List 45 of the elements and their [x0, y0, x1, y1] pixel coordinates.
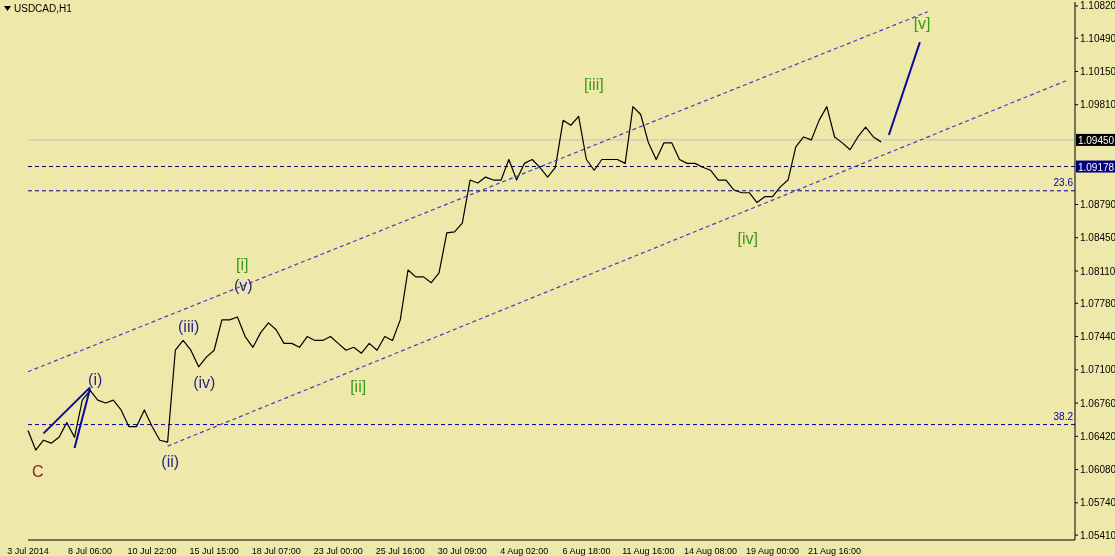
- y-tick-label: 1.07440: [1080, 331, 1115, 343]
- annotation: (ii): [161, 453, 180, 470]
- x-tick-label: 6 Aug 18:00: [562, 546, 611, 556]
- x-tick-label: 25 Jul 16:00: [375, 546, 425, 556]
- y-tick-label: 1.07100: [1080, 364, 1115, 376]
- y-tick-label: 1.07780: [1080, 297, 1115, 309]
- x-tick-label: 3 Jul 2014: [7, 546, 49, 556]
- x-tick-label: 30 Jul 09:00: [437, 546, 487, 556]
- y-tick-label: 1.10820: [1080, 0, 1115, 12]
- annotation: C: [31, 463, 44, 480]
- annotation: (v): [233, 277, 253, 294]
- y-tick-label: 1.10150: [1080, 66, 1115, 77]
- y-tick-label: 1.06760: [1080, 397, 1115, 409]
- y-tick-label: 1.08790: [1080, 199, 1115, 211]
- x-tick-label: 23 Jul 00:00: [313, 546, 363, 556]
- y-tick-label: 1.10490: [1080, 32, 1115, 44]
- annotation: (iv): [193, 374, 216, 391]
- x-tick-label: 10 Jul 22:00: [127, 546, 177, 556]
- annotation: [ii]: [350, 378, 367, 395]
- y-tick-label: 1.08110: [1080, 265, 1115, 277]
- x-tick-label: 15 Jul 15:00: [189, 546, 239, 556]
- y-tick-label: 1.05740: [1080, 497, 1115, 509]
- annotation: [iv]: [737, 230, 758, 247]
- annotation: [iii]: [584, 76, 604, 93]
- ref-line-label: 1.09450: [1077, 134, 1115, 146]
- x-tick-label: 21 Aug 16:00: [808, 546, 862, 556]
- x-tick-label: 8 Jul 06:00: [68, 546, 113, 556]
- x-tick-label: 19 Aug 00:00: [746, 546, 800, 556]
- x-tick-label: 14 Aug 08:00: [683, 546, 738, 556]
- y-tick-label: 1.05410: [1080, 529, 1115, 541]
- x-tick-label: 11 Aug 16:00: [622, 546, 675, 556]
- chart-title: USDCAD,H1: [14, 3, 72, 14]
- y-tick-label: 1.08450: [1080, 232, 1115, 244]
- y-tick-label: 1.06080: [1080, 464, 1115, 476]
- ref-line-label: 1.09178: [1077, 161, 1115, 173]
- y-tick-label: 1.09810: [1080, 99, 1115, 111]
- annotation: (i): [88, 371, 103, 388]
- annotation: 38.2: [1053, 410, 1073, 422]
- annotation: (iii): [178, 318, 200, 335]
- annotation: [i]: [236, 256, 249, 273]
- x-tick-label: 4 Aug 02:00: [500, 546, 549, 556]
- x-tick-label: 18 Jul 07:00: [251, 546, 301, 556]
- annotation: [v]: [913, 15, 931, 32]
- annotation: 23.6: [1053, 176, 1073, 188]
- y-tick-label: 1.06420: [1080, 430, 1115, 442]
